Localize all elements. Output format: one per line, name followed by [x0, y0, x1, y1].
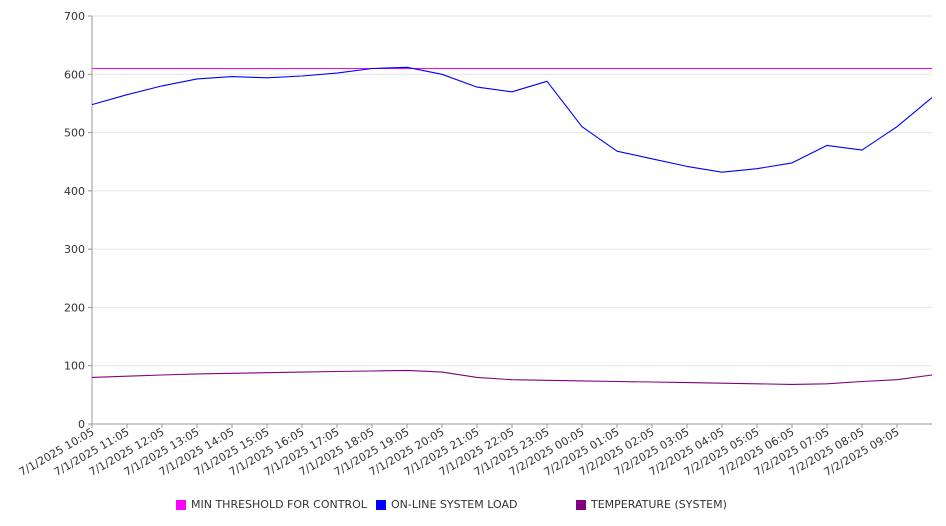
y-tick-label: 200 — [64, 301, 85, 314]
legend-item-system-load[interactable]: ON-LINE SYSTEM LOAD — [376, 498, 517, 511]
series-line-system-load — [91, 66, 933, 173]
legend-label-min-threshold: MIN THRESHOLD FOR CONTROL — [191, 498, 367, 511]
y-tick-label: 600 — [64, 68, 85, 81]
y-tick-label: 400 — [64, 185, 85, 198]
legend-item-min-threshold[interactable]: MIN THRESHOLD FOR CONTROL — [176, 498, 367, 511]
legend-item-temperature[interactable]: TEMPERATURE (SYSTEM) — [576, 498, 727, 511]
legend-swatch-system-load — [376, 499, 386, 510]
y-tick-label: 100 — [64, 360, 85, 373]
series-line-temperature — [91, 369, 933, 385]
y-tick-label: 500 — [64, 127, 85, 140]
y-tick-label: 0 — [78, 418, 85, 431]
legend-label-temperature: TEMPERATURE (SYSTEM) — [591, 498, 727, 511]
legend-swatch-min-threshold — [176, 499, 186, 510]
y-tick-label: 300 — [64, 243, 85, 256]
legend-label-system-load: ON-LINE SYSTEM LOAD — [391, 498, 518, 511]
legend-swatch-temperature — [576, 499, 586, 510]
chart-legend: MIN THRESHOLD FOR CONTROL ON-LINE SYSTEM… — [0, 498, 946, 516]
y-tick-label: 700 — [64, 10, 85, 23]
